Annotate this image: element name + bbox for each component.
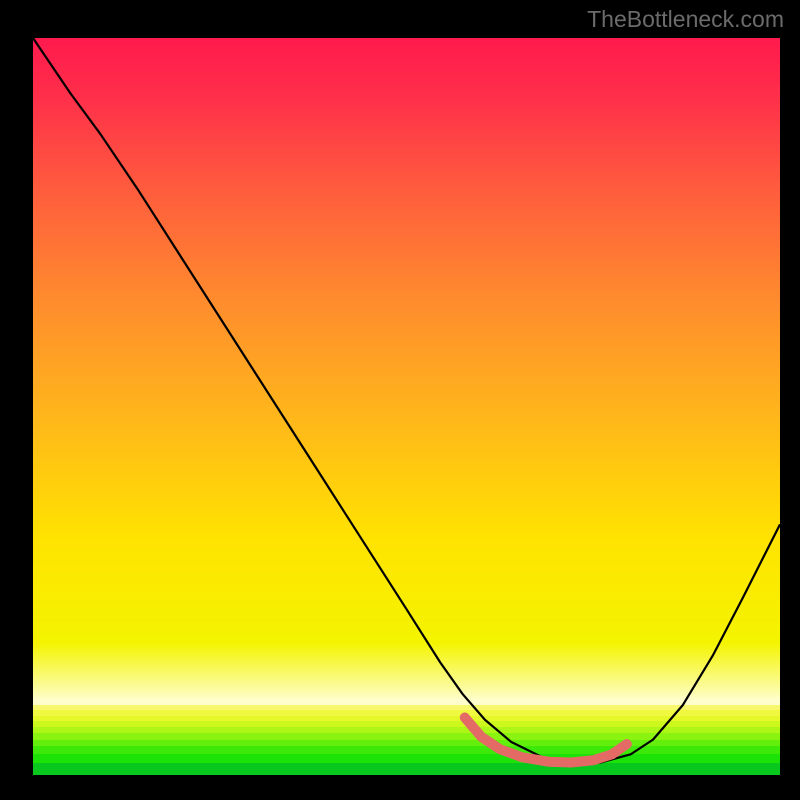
frame-bottom <box>0 775 800 800</box>
watermark-text: TheBottleneck.com <box>587 6 784 33</box>
frame-left <box>0 0 33 800</box>
frame-right <box>780 0 800 800</box>
bottleneck-chart <box>33 38 780 775</box>
